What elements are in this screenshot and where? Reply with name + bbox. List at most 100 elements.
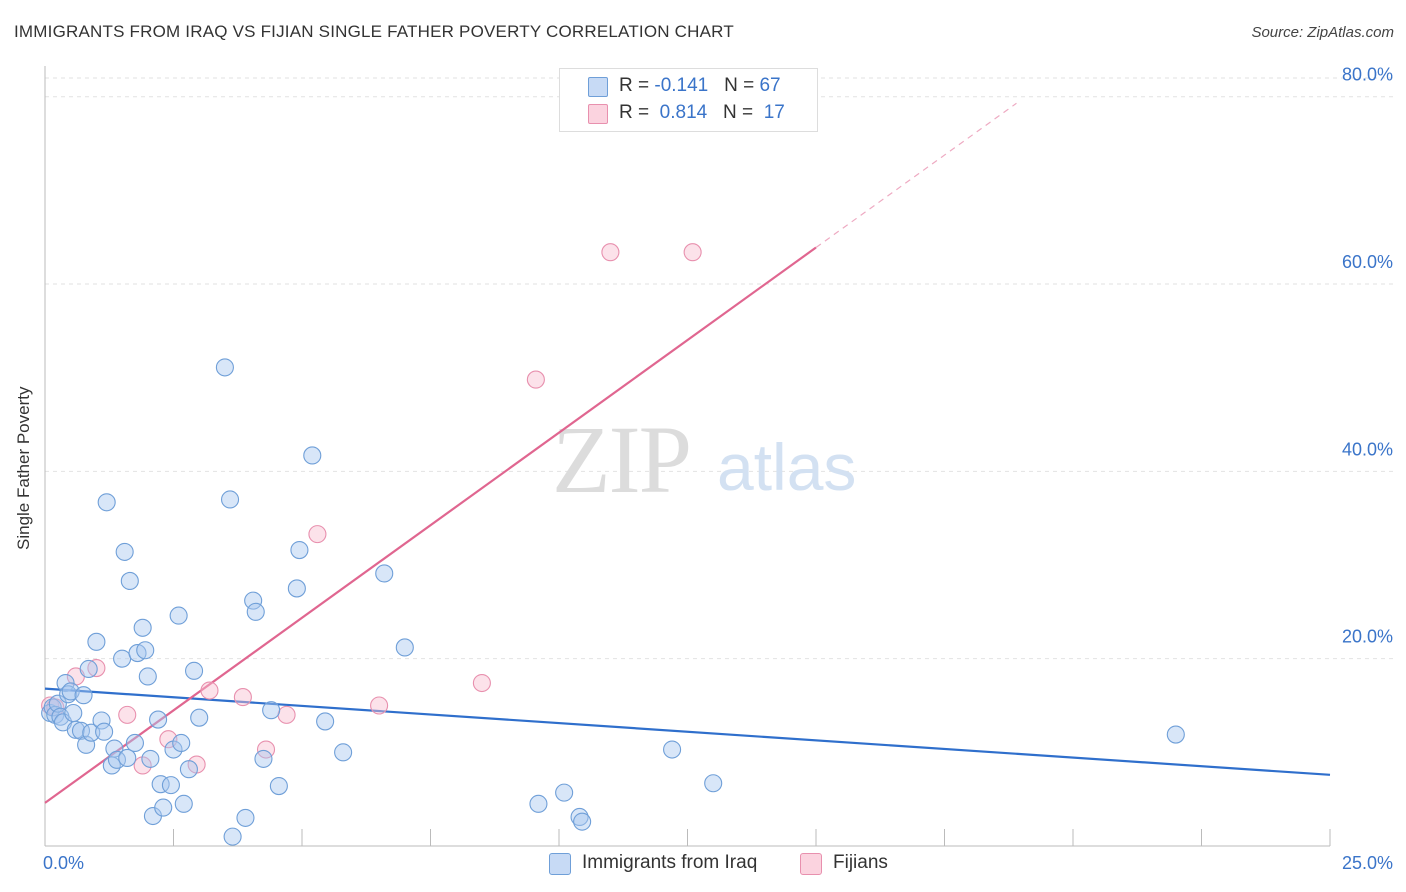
y-axis-label: Single Father Poverty: [14, 386, 33, 550]
iraq-point: [290, 540, 309, 560]
iraq-point: [105, 739, 124, 758]
fijian-point: [472, 673, 491, 693]
fijian-point: [233, 688, 252, 707]
iraq-point: [115, 542, 134, 561]
iraq-point: [269, 777, 288, 796]
fijian-point: [308, 525, 327, 544]
iraq-point: [220, 490, 240, 509]
grid-lines: [45, 77, 1393, 660]
data-points: [41, 243, 1185, 846]
iraq-point: [64, 703, 83, 723]
fijian-point: [683, 243, 702, 262]
iraq-point: [74, 686, 93, 705]
legend-r-label: R =: [619, 102, 655, 123]
fijian-trend-line: [44, 246, 817, 804]
iraq-point: [95, 722, 114, 741]
bottom-legend-swatch-blue: [549, 853, 571, 875]
bottom-legend-label-iraq: Immigrants from Iraq: [582, 852, 758, 873]
fijian-point: [370, 696, 389, 715]
iraq-point: [141, 749, 160, 768]
fijian-trend-extension: [815, 102, 1017, 249]
iraq-point: [223, 827, 242, 846]
y-tick-label: 80.0%: [1342, 65, 1393, 85]
iraq-point: [704, 774, 723, 793]
stats-legend: R = -0.141 N = 67 R = 0.814 N = 17: [559, 68, 818, 132]
iraq-point: [149, 710, 168, 729]
iraq-point: [82, 723, 101, 742]
legend-text-fijians: R = 0.814 N = 17: [619, 102, 785, 124]
watermark: ZIP atlas: [552, 406, 856, 513]
iraq-point: [125, 733, 144, 753]
iraq-point: [215, 358, 234, 377]
legend-n-label: N =: [723, 102, 759, 123]
iraq-point: [92, 711, 111, 730]
legend-n-value-iraq: 67: [759, 75, 781, 96]
iraq-point: [164, 740, 183, 759]
iraq-point: [56, 673, 75, 693]
legend-text-iraq: R = -0.141 N = 67: [619, 75, 781, 97]
iraq-point: [375, 564, 394, 583]
iraq-point: [316, 712, 335, 731]
iraq-point: [120, 571, 139, 590]
iraq-point: [136, 641, 155, 660]
iraq-point: [262, 701, 281, 720]
iraq-point: [66, 720, 85, 739]
legend-swatch-blue: [588, 77, 608, 97]
watermark-atlas: atlas: [717, 430, 856, 504]
iraq-point: [334, 743, 353, 762]
iraq-point: [303, 446, 322, 465]
iraq-point: [161, 776, 180, 795]
iraq-point: [59, 685, 78, 704]
iraq-point: [169, 606, 188, 625]
bottom-legend-label-fijians: Fijians: [833, 852, 888, 873]
iraq-point: [154, 798, 173, 817]
iraq-point: [236, 808, 255, 827]
iraq-point: [1166, 725, 1185, 744]
legend-r-value-iraq: -0.141: [654, 75, 709, 96]
tick-labels: 20.0% 40.0% 60.0% 80.0% 0.0% 25.0%: [43, 65, 1393, 873]
y-tick-label: 60.0%: [1342, 252, 1393, 272]
iraq-point: [529, 794, 548, 813]
legend-r-label: R =: [619, 75, 655, 96]
iraq-point: [97, 493, 116, 512]
fijian-point: [601, 243, 620, 262]
iraq-point: [246, 602, 265, 621]
x-tick-label: 0.0%: [43, 853, 84, 873]
fijian-point: [277, 705, 296, 724]
iraq-point: [663, 740, 682, 759]
axes: [44, 66, 1331, 847]
legend-n-label: N =: [724, 75, 760, 96]
y-tick-label: 40.0%: [1342, 439, 1393, 459]
iraq-point: [87, 632, 106, 651]
iraq-point: [79, 659, 98, 679]
iraq-point: [118, 748, 137, 768]
fijian-point: [526, 370, 545, 389]
iraq-point: [573, 812, 592, 831]
iraq-point: [244, 591, 263, 610]
iraq-point: [254, 749, 273, 768]
iraq-point: [287, 579, 306, 598]
iraq-point: [172, 733, 191, 753]
fijian-point: [133, 756, 152, 775]
iraq-point: [113, 649, 132, 668]
iraq-trend-line: [44, 687, 1331, 776]
iraq-point: [190, 708, 209, 727]
iraq-point: [179, 760, 198, 779]
x-tick-label: 25.0%: [1342, 853, 1393, 873]
iraq-point: [185, 661, 204, 680]
bottom-legend-swatch-pink: [800, 853, 822, 875]
iraq-point: [570, 807, 589, 827]
iraq-point: [395, 638, 414, 657]
fijian-point: [87, 658, 106, 678]
fijian-point: [200, 681, 219, 700]
legend-n-value-fijians: 17: [763, 102, 785, 123]
chart-title: IMMIGRANTS FROM IRAQ VS FIJIAN SINGLE FA…: [14, 22, 734, 41]
iraq-point: [138, 667, 157, 686]
iraq-point: [555, 783, 574, 802]
watermark-zip: ZIP: [552, 406, 690, 513]
iraq-point: [174, 794, 193, 813]
iraq-point: [133, 618, 152, 637]
source-credit: Source: ZipAtlas.com: [1251, 24, 1394, 41]
legend-swatch-pink: [588, 104, 608, 124]
